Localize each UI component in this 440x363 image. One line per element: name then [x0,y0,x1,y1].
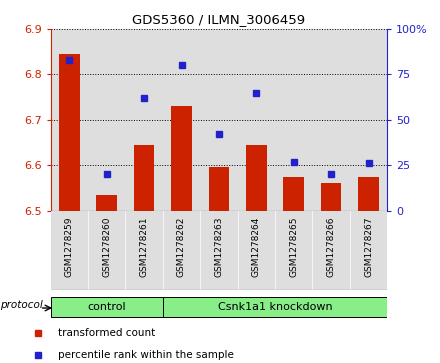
Bar [200,29,238,211]
Bar [96,195,117,211]
Text: protocol: protocol [0,301,43,310]
Bar [350,211,387,290]
Text: GSM1278263: GSM1278263 [214,217,224,277]
Bar [163,29,200,211]
Text: GSM1278264: GSM1278264 [252,217,261,277]
Text: Csnk1a1 knockdown: Csnk1a1 knockdown [218,302,332,312]
Text: control: control [88,302,126,312]
Bar [125,29,163,211]
Text: GSM1278259: GSM1278259 [65,217,74,277]
Bar [312,29,350,211]
Bar [134,145,154,211]
Bar [163,211,200,290]
Bar [275,211,312,290]
Bar [163,297,387,317]
Bar [51,297,163,317]
Bar [51,211,88,290]
Text: GSM1278261: GSM1278261 [139,217,149,277]
Bar [88,211,125,290]
Text: GSM1278260: GSM1278260 [102,217,111,277]
Bar [321,183,341,211]
Text: GSM1278262: GSM1278262 [177,217,186,277]
Bar [209,167,229,211]
Bar [125,211,163,290]
Text: GSM1278265: GSM1278265 [289,217,298,277]
Bar [171,106,192,211]
Bar [238,29,275,211]
Bar [51,29,88,211]
Bar [358,176,379,211]
Text: percentile rank within the sample: percentile rank within the sample [58,350,234,360]
Bar [238,211,275,290]
Text: transformed count: transformed count [58,328,155,338]
Bar [200,211,238,290]
Bar [246,145,267,211]
Bar [88,29,125,211]
Bar [312,211,350,290]
Text: GSM1278266: GSM1278266 [326,217,336,277]
Text: GSM1278267: GSM1278267 [364,217,373,277]
Bar [283,176,304,211]
Bar [59,54,80,211]
Title: GDS5360 / ILMN_3006459: GDS5360 / ILMN_3006459 [132,13,305,26]
Bar [350,29,387,211]
Bar [275,29,312,211]
